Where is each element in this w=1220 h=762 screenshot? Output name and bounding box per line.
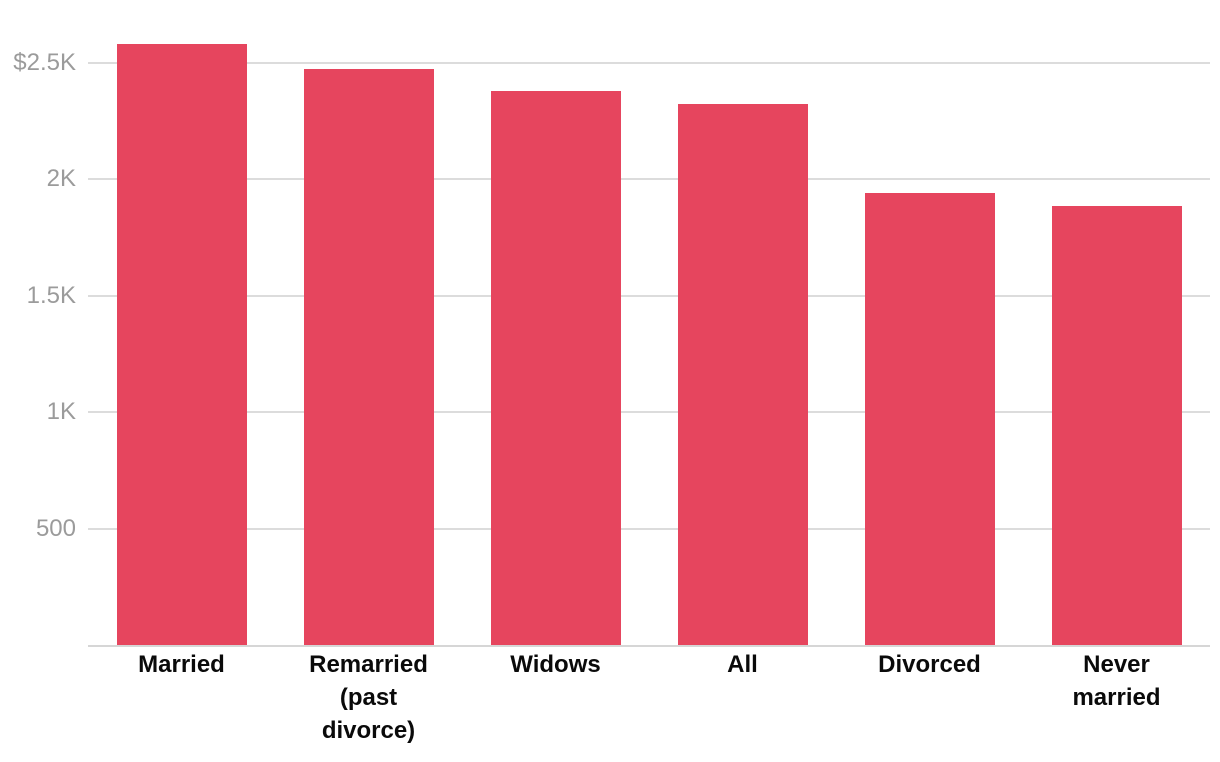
bar-divorced[interactable] [864,193,995,645]
x-axis-category-label: Divorced [878,651,981,678]
gridline [88,411,1210,414]
x-axis-category-label: Remarried (past divorce) [309,651,428,744]
bar-never[interactable] [1051,206,1182,645]
y-axis-tick-label: 2K [46,165,76,193]
gridline [88,178,1210,181]
bar-all[interactable] [677,103,808,645]
bar-remarried[interactable] [303,68,434,645]
x-axis-line [88,645,1210,648]
y-axis-tick-label: 1K [46,398,76,426]
x-axis-category-label: Married [138,651,225,678]
gridline [88,294,1210,297]
x-axis-category-label: Never married [1072,651,1161,711]
y-axis-tick-label: 1.5K [26,281,76,309]
bar-married[interactable] [116,44,247,645]
gridline [88,61,1210,64]
bar-widows[interactable] [490,90,621,645]
gridline [88,527,1210,530]
y-axis-tick-label: $2.5K [13,48,76,76]
x-axis-category-label: All [727,651,758,678]
x-axis-category-label: Widows [510,651,601,678]
y-axis-tick-label: 500 [35,514,76,542]
